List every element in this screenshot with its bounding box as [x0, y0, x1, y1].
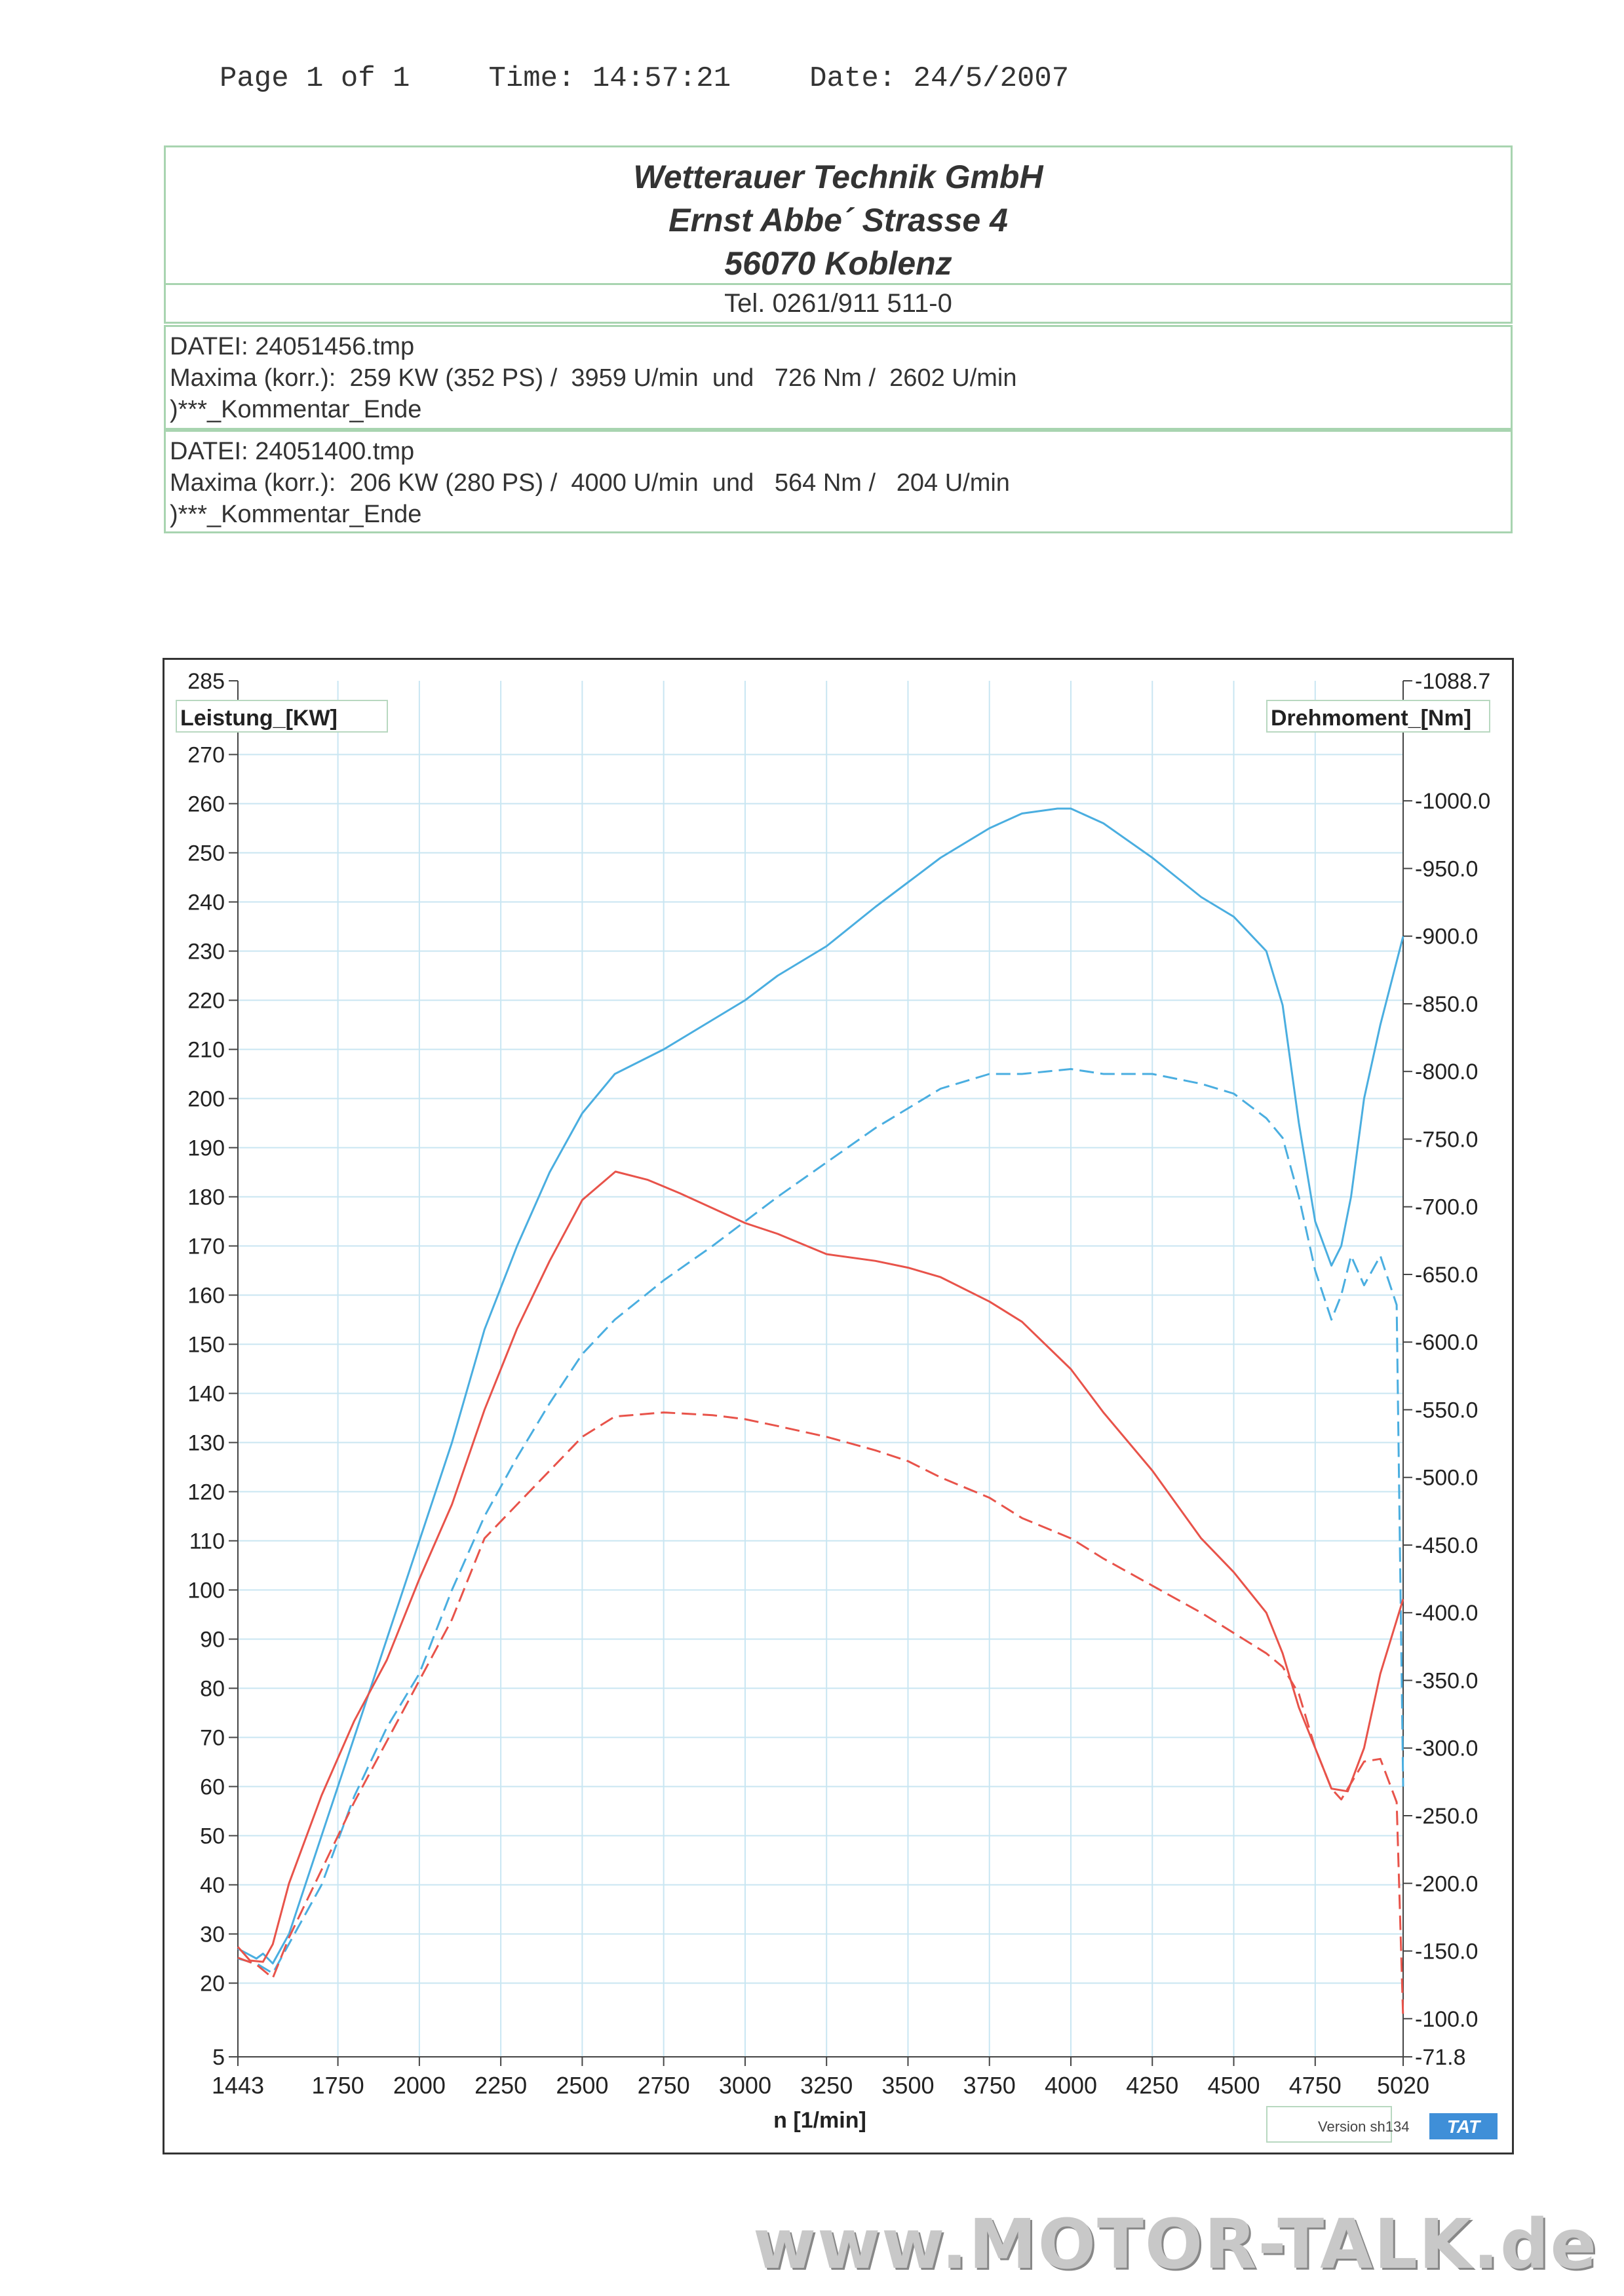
- y-tick-label: 30: [200, 1923, 225, 1947]
- y2-tick-label: -650.0: [1415, 1263, 1478, 1288]
- page-number: Page 1 of 1: [220, 62, 410, 95]
- tat-logo-text: TAT: [1447, 2116, 1482, 2137]
- version-box: [1266, 2106, 1392, 2143]
- grid: [238, 681, 1403, 2057]
- x-tick-label: 3500: [881, 2072, 934, 2099]
- run-comment: )***_Kommentar_Ende: [170, 396, 422, 423]
- y2-tick-label: -400.0: [1415, 1601, 1478, 1626]
- y2-tick-label: -100.0: [1415, 2007, 1478, 2032]
- run-maxima: Maxima (korr.): 259 KW (352 PS) / 3959 U…: [170, 364, 1017, 392]
- run-file: DATEI: 24051400.tmp: [170, 438, 415, 465]
- y-tick-label: 120: [187, 1480, 225, 1505]
- y-tick-label: 240: [187, 890, 225, 915]
- series: [237, 807, 1404, 2019]
- left-axis-label: Leistung_[KW]: [180, 706, 338, 731]
- y2-tick-label: -200.0: [1415, 1871, 1478, 1896]
- x-tick-label: 3000: [719, 2072, 771, 2099]
- tat-logo: [1429, 2113, 1498, 2139]
- y2-tick-label: -750.0: [1415, 1127, 1478, 1152]
- y2-tick-label: -350.0: [1415, 1668, 1478, 1693]
- y2-tick-label: -500.0: [1415, 1466, 1478, 1491]
- right-axis-label-box: [1266, 700, 1490, 733]
- y-tick-label: 140: [187, 1382, 225, 1407]
- y-tick-label: 150: [187, 1333, 225, 1358]
- y-tick-label: 250: [187, 841, 225, 866]
- y-tick-label: 190: [187, 1136, 225, 1161]
- y-tick-label: 20: [200, 1972, 225, 1997]
- y2-tick-label: -300.0: [1415, 1736, 1478, 1761]
- y-tick-label: 130: [187, 1431, 225, 1456]
- run-comment: )***_Kommentar_Ende: [170, 501, 422, 528]
- y-tick-label: 210: [187, 1038, 225, 1063]
- series-line-power-solid: [237, 807, 1404, 1964]
- watermark: www.MOTOR-TALK.de: [752, 2204, 1598, 2284]
- x-tick-label: 1750: [312, 2072, 364, 2099]
- x-tick-label: 1443: [212, 2072, 264, 2099]
- y-tick-label: 60: [200, 1775, 225, 1800]
- y-tick-label: 170: [187, 1234, 225, 1259]
- series-line-torque-dashed: [237, 1411, 1404, 2019]
- y-tick-label: 230: [187, 940, 225, 965]
- x-tick-label: 2500: [556, 2072, 608, 2099]
- version-label: Version sh134: [1318, 2118, 1409, 2135]
- y2-tick-label: -250.0: [1415, 1804, 1478, 1829]
- x-tick-label: 4750: [1289, 2072, 1342, 2099]
- series-line-torque-solid: [237, 1170, 1404, 1963]
- y2-tick-label: -450.0: [1415, 1533, 1478, 1558]
- chart-frame: 1443 1750 2000 2250 2500 2750 3000 3250 3500 3750…: [163, 658, 1514, 2154]
- x-tick-label: 4000: [1045, 2072, 1097, 2099]
- axes: 1443 1750 2000 2250 2500 2750 3000 3250 3500 3750…: [187, 669, 1490, 2099]
- y2-tick-label: -950.0: [1415, 856, 1478, 881]
- y-tick-label: 270: [187, 743, 225, 768]
- x-tick-label: 2750: [638, 2072, 690, 2099]
- company-city: 56070 Koblenz: [724, 245, 952, 282]
- y-tick-label: 260: [187, 792, 225, 817]
- y2-tick-label: -1088.7: [1415, 669, 1490, 694]
- dyno-chart: 1443 1750 2000 2250 2500 2750 3000 3250 3500 3750…: [176, 669, 1498, 2143]
- y2-tick-label: -550.0: [1415, 1398, 1478, 1423]
- y2-tick-label: -850.0: [1415, 992, 1478, 1017]
- y2-tick-label: -71.8: [1415, 2045, 1466, 2070]
- y-tick-label: 180: [187, 1185, 225, 1210]
- x-tick-label: 4250: [1126, 2072, 1178, 2099]
- y2-tick-label: -1000.0: [1415, 789, 1490, 814]
- y-tick-label: 220: [187, 989, 225, 1014]
- y-tick-label: 40: [200, 1873, 225, 1898]
- company-tel: Tel. 0261/911 511-0: [164, 283, 1513, 324]
- x-tick-label: 3250: [800, 2072, 853, 2099]
- run-info-1: DATEI: 24051456.tmp Maxima (korr.): 259 …: [164, 325, 1513, 430]
- x-tick-label: 2000: [393, 2072, 446, 2099]
- x-tick-label: 3750: [963, 2072, 1016, 2099]
- company-street: Ernst Abbe´ Strasse 4: [668, 202, 1008, 239]
- x-axis-label: n [1/min]: [773, 2108, 866, 2133]
- run-file: DATEI: 24051456.tmp: [170, 333, 415, 360]
- y-tick-label: 100: [187, 1578, 225, 1603]
- company-name: Wetterauer Technik GmbH: [633, 159, 1043, 195]
- print-time: Time: 14:57:21: [488, 62, 731, 95]
- y-tick-label: 5: [212, 2045, 225, 2070]
- y-tick-label: 70: [200, 1726, 225, 1751]
- y2-tick-label: -900.0: [1415, 925, 1478, 949]
- run-maxima: Maxima (korr.): 206 KW (280 PS) / 4000 U…: [170, 469, 1010, 497]
- y-tick-label: 80: [200, 1677, 225, 1702]
- print-date: Date: 24/5/2007: [809, 62, 1070, 95]
- y-tick-label: 285: [187, 669, 225, 694]
- left-axis-label-box: [176, 700, 388, 733]
- page-header: Page 1 of 1 Time: 14:57:21 Date: 24/5/2007: [220, 62, 1148, 95]
- y-tick-label: 160: [187, 1284, 225, 1309]
- y2-tick-label: -150.0: [1415, 1940, 1478, 1964]
- y-tick-label: 200: [187, 1087, 225, 1112]
- x-tick-label: 2250: [474, 2072, 527, 2099]
- x-tick-label: 4500: [1207, 2072, 1260, 2099]
- run-info-2: DATEI: 24051400.tmp Maxima (korr.): 206 …: [164, 430, 1513, 533]
- y-tick-label: 90: [200, 1628, 225, 1653]
- y2-tick-label: -800.0: [1415, 1060, 1478, 1084]
- y-tick-label: 50: [200, 1824, 225, 1849]
- y2-tick-label: -600.0: [1415, 1330, 1478, 1355]
- y-tick-label: 110: [189, 1529, 225, 1554]
- y2-tick-label: -700.0: [1415, 1195, 1478, 1220]
- right-axis-label: Drehmoment_[Nm]: [1271, 706, 1471, 731]
- series-line-power-dashed: [237, 1068, 1404, 1974]
- x-tick-label: 5020: [1377, 2072, 1429, 2099]
